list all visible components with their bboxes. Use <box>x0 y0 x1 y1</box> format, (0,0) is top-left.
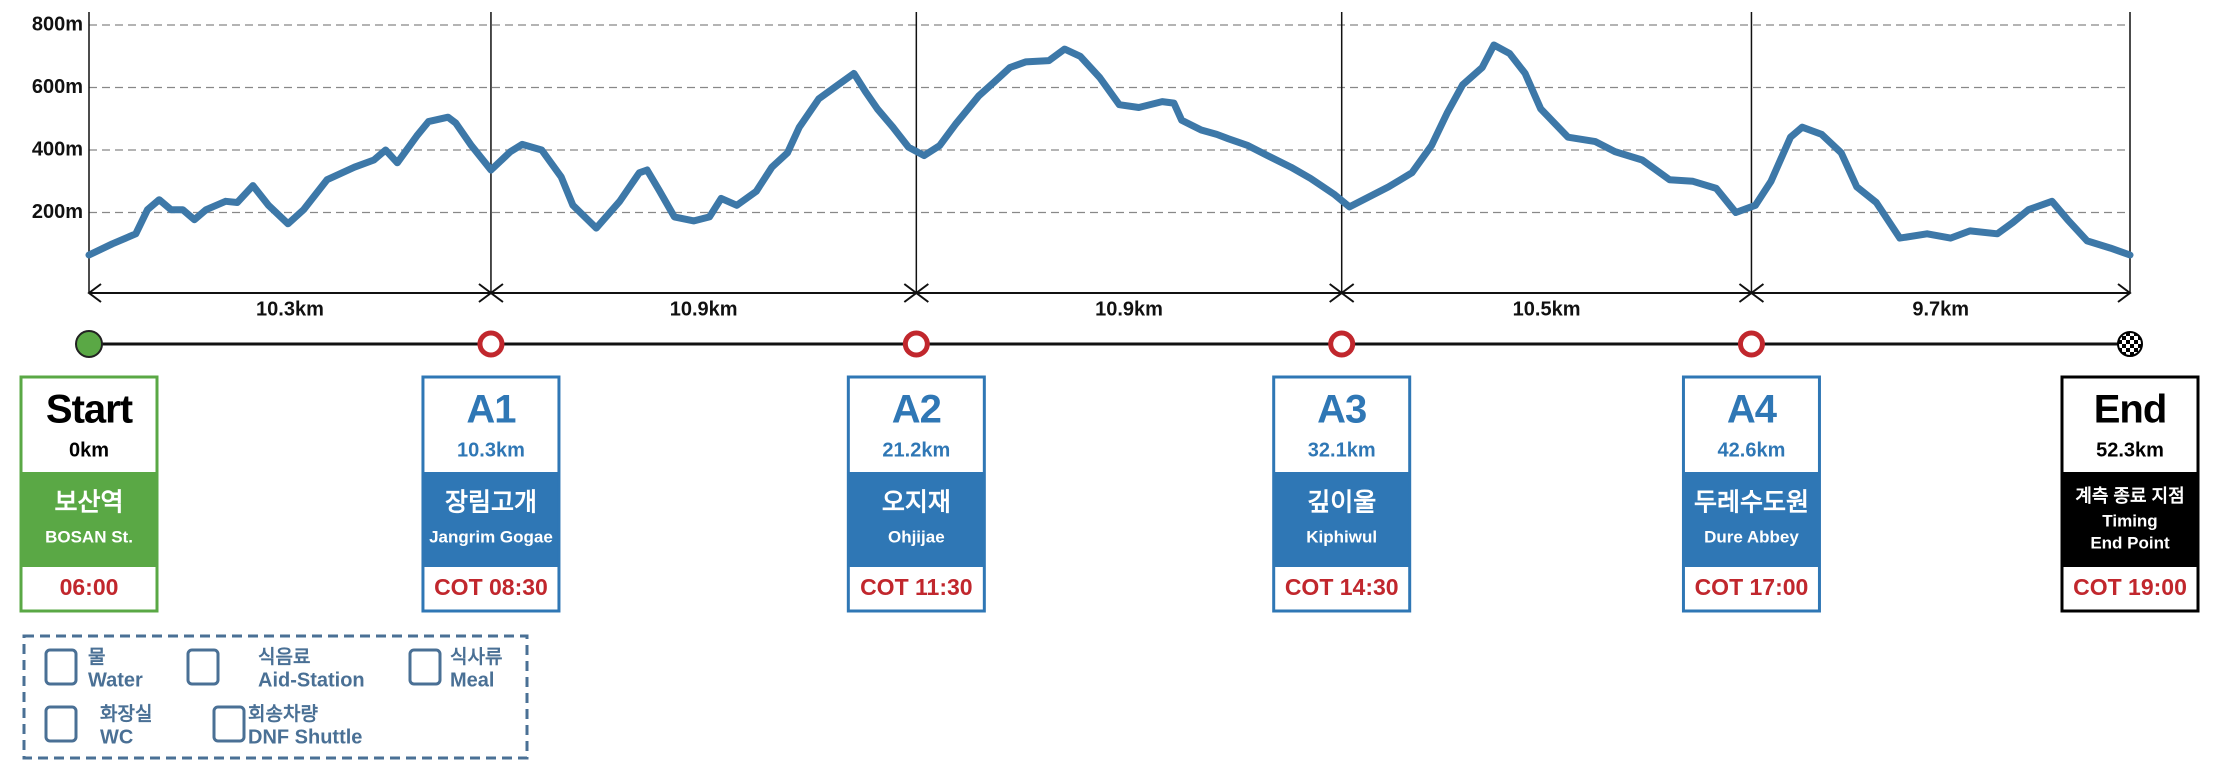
arrow-head <box>914 283 929 303</box>
station-ko: 두레수도원 <box>1694 489 1809 517</box>
finish-check <box>2126 340 2130 344</box>
station-name: Start <box>46 388 133 432</box>
legend-ko: 회송차량 <box>248 703 318 725</box>
finish-check <box>2118 340 2122 344</box>
station-km: 42.6km <box>1718 439 1786 461</box>
station-en: Timing <box>2102 511 2157 530</box>
finish-check <box>2134 348 2138 352</box>
station-km: 52.3km <box>2096 439 2164 461</box>
legend-en: WC <box>100 726 133 748</box>
finish-check <box>2122 344 2126 348</box>
station-en: Kiphiwul <box>1306 527 1377 546</box>
y-tick-label: 400m <box>32 138 83 160</box>
station-en: Dure Abbey <box>1704 527 1799 546</box>
arrow-head <box>489 283 504 303</box>
station-time: 06:00 <box>60 574 119 600</box>
legend-ko: 식사류 <box>450 646 502 668</box>
legend-ko: 식음료 <box>258 646 310 668</box>
station-km: 0km <box>69 439 109 461</box>
legend-icon <box>212 705 246 743</box>
legend-en: DNF Shuttle <box>248 726 362 748</box>
segment-label: 10.9km <box>1095 298 1163 320</box>
station-box <box>421 375 561 613</box>
arrow-head <box>87 283 102 303</box>
legend-box <box>22 634 529 760</box>
y-tick-label: 600m <box>32 76 83 98</box>
station-time: COT 19:00 <box>2073 574 2187 600</box>
station-en: End Point <box>2090 533 2170 552</box>
finish-ring <box>2117 331 2143 357</box>
legend-en: Aid-Station <box>258 669 365 691</box>
station-band <box>1683 472 1820 566</box>
segment-label: 10.3km <box>256 298 324 320</box>
finish-check <box>2122 336 2126 340</box>
station-km: 32.1km <box>1308 439 1376 461</box>
station-name: End <box>2094 388 2167 432</box>
segment-label: 10.9km <box>670 298 738 320</box>
station-band <box>848 472 985 566</box>
legend-ko: 화장실 <box>100 703 152 725</box>
station-name: A2 <box>892 388 941 432</box>
station-en: Ohjijae <box>888 527 945 546</box>
elevation-line <box>85 41 2134 259</box>
station-band <box>2062 472 2198 566</box>
station-en: BOSAN St. <box>45 527 133 546</box>
station-box <box>846 375 986 613</box>
station-name: A4 <box>1727 388 1778 432</box>
finish-marker <box>2117 331 2143 357</box>
aid-marker <box>1328 330 1356 358</box>
station-km: 21.2km <box>882 439 950 461</box>
legend-icon <box>186 648 220 686</box>
aid-marker <box>477 330 505 358</box>
finish-check <box>2126 332 2130 336</box>
station-name: A3 <box>1317 388 1366 432</box>
station-ko: 계측 종료 지점 <box>2075 486 2184 506</box>
y-tick-label: 800m <box>32 13 83 35</box>
station-ko: 보산역 <box>54 489 123 517</box>
station-en: Jangrim Gogae <box>429 527 553 546</box>
station-ko: 깊이울 <box>1307 489 1376 517</box>
segment-label: 9.7km <box>1912 298 1969 320</box>
finish-check <box>2138 344 2142 348</box>
station-band <box>21 472 157 566</box>
station-time: COT 14:30 <box>1285 574 1399 600</box>
arrow-head <box>1340 283 1355 303</box>
segment-label: 10.5km <box>1513 298 1581 320</box>
y-tick-label: 200m <box>32 201 83 223</box>
aid-marker <box>1737 330 1765 358</box>
start-marker <box>75 330 103 358</box>
station-band <box>1273 472 1410 566</box>
legend-icon <box>44 705 78 743</box>
station-time: COT 11:30 <box>860 574 973 600</box>
arrow-head <box>1749 283 1765 303</box>
legend-icon <box>408 648 442 686</box>
aid-marker <box>902 330 930 358</box>
finish-check <box>2130 352 2134 356</box>
legend-en: Water <box>88 669 143 691</box>
station-box <box>1681 375 1821 613</box>
finish-check <box>2130 336 2134 340</box>
station-band <box>422 472 559 566</box>
station-time: COT 17:00 <box>1695 574 1809 600</box>
finish-check <box>2126 348 2130 352</box>
station-box <box>1272 375 1412 613</box>
station-ko: 장림고개 <box>445 489 537 517</box>
legend-en: Meal <box>450 669 494 691</box>
station-time: COT 08:30 <box>434 574 548 600</box>
finish-check <box>2134 340 2138 344</box>
finish-check <box>2130 344 2134 348</box>
station-name: A1 <box>466 388 516 432</box>
station-box <box>2060 375 2200 613</box>
station-box <box>19 375 159 613</box>
station-ko: 오지재 <box>882 489 951 517</box>
legend-icon <box>44 648 78 686</box>
arrow-head <box>2117 283 2132 303</box>
legend-ko: 물 <box>88 646 105 668</box>
station-km: 10.3km <box>457 439 525 461</box>
